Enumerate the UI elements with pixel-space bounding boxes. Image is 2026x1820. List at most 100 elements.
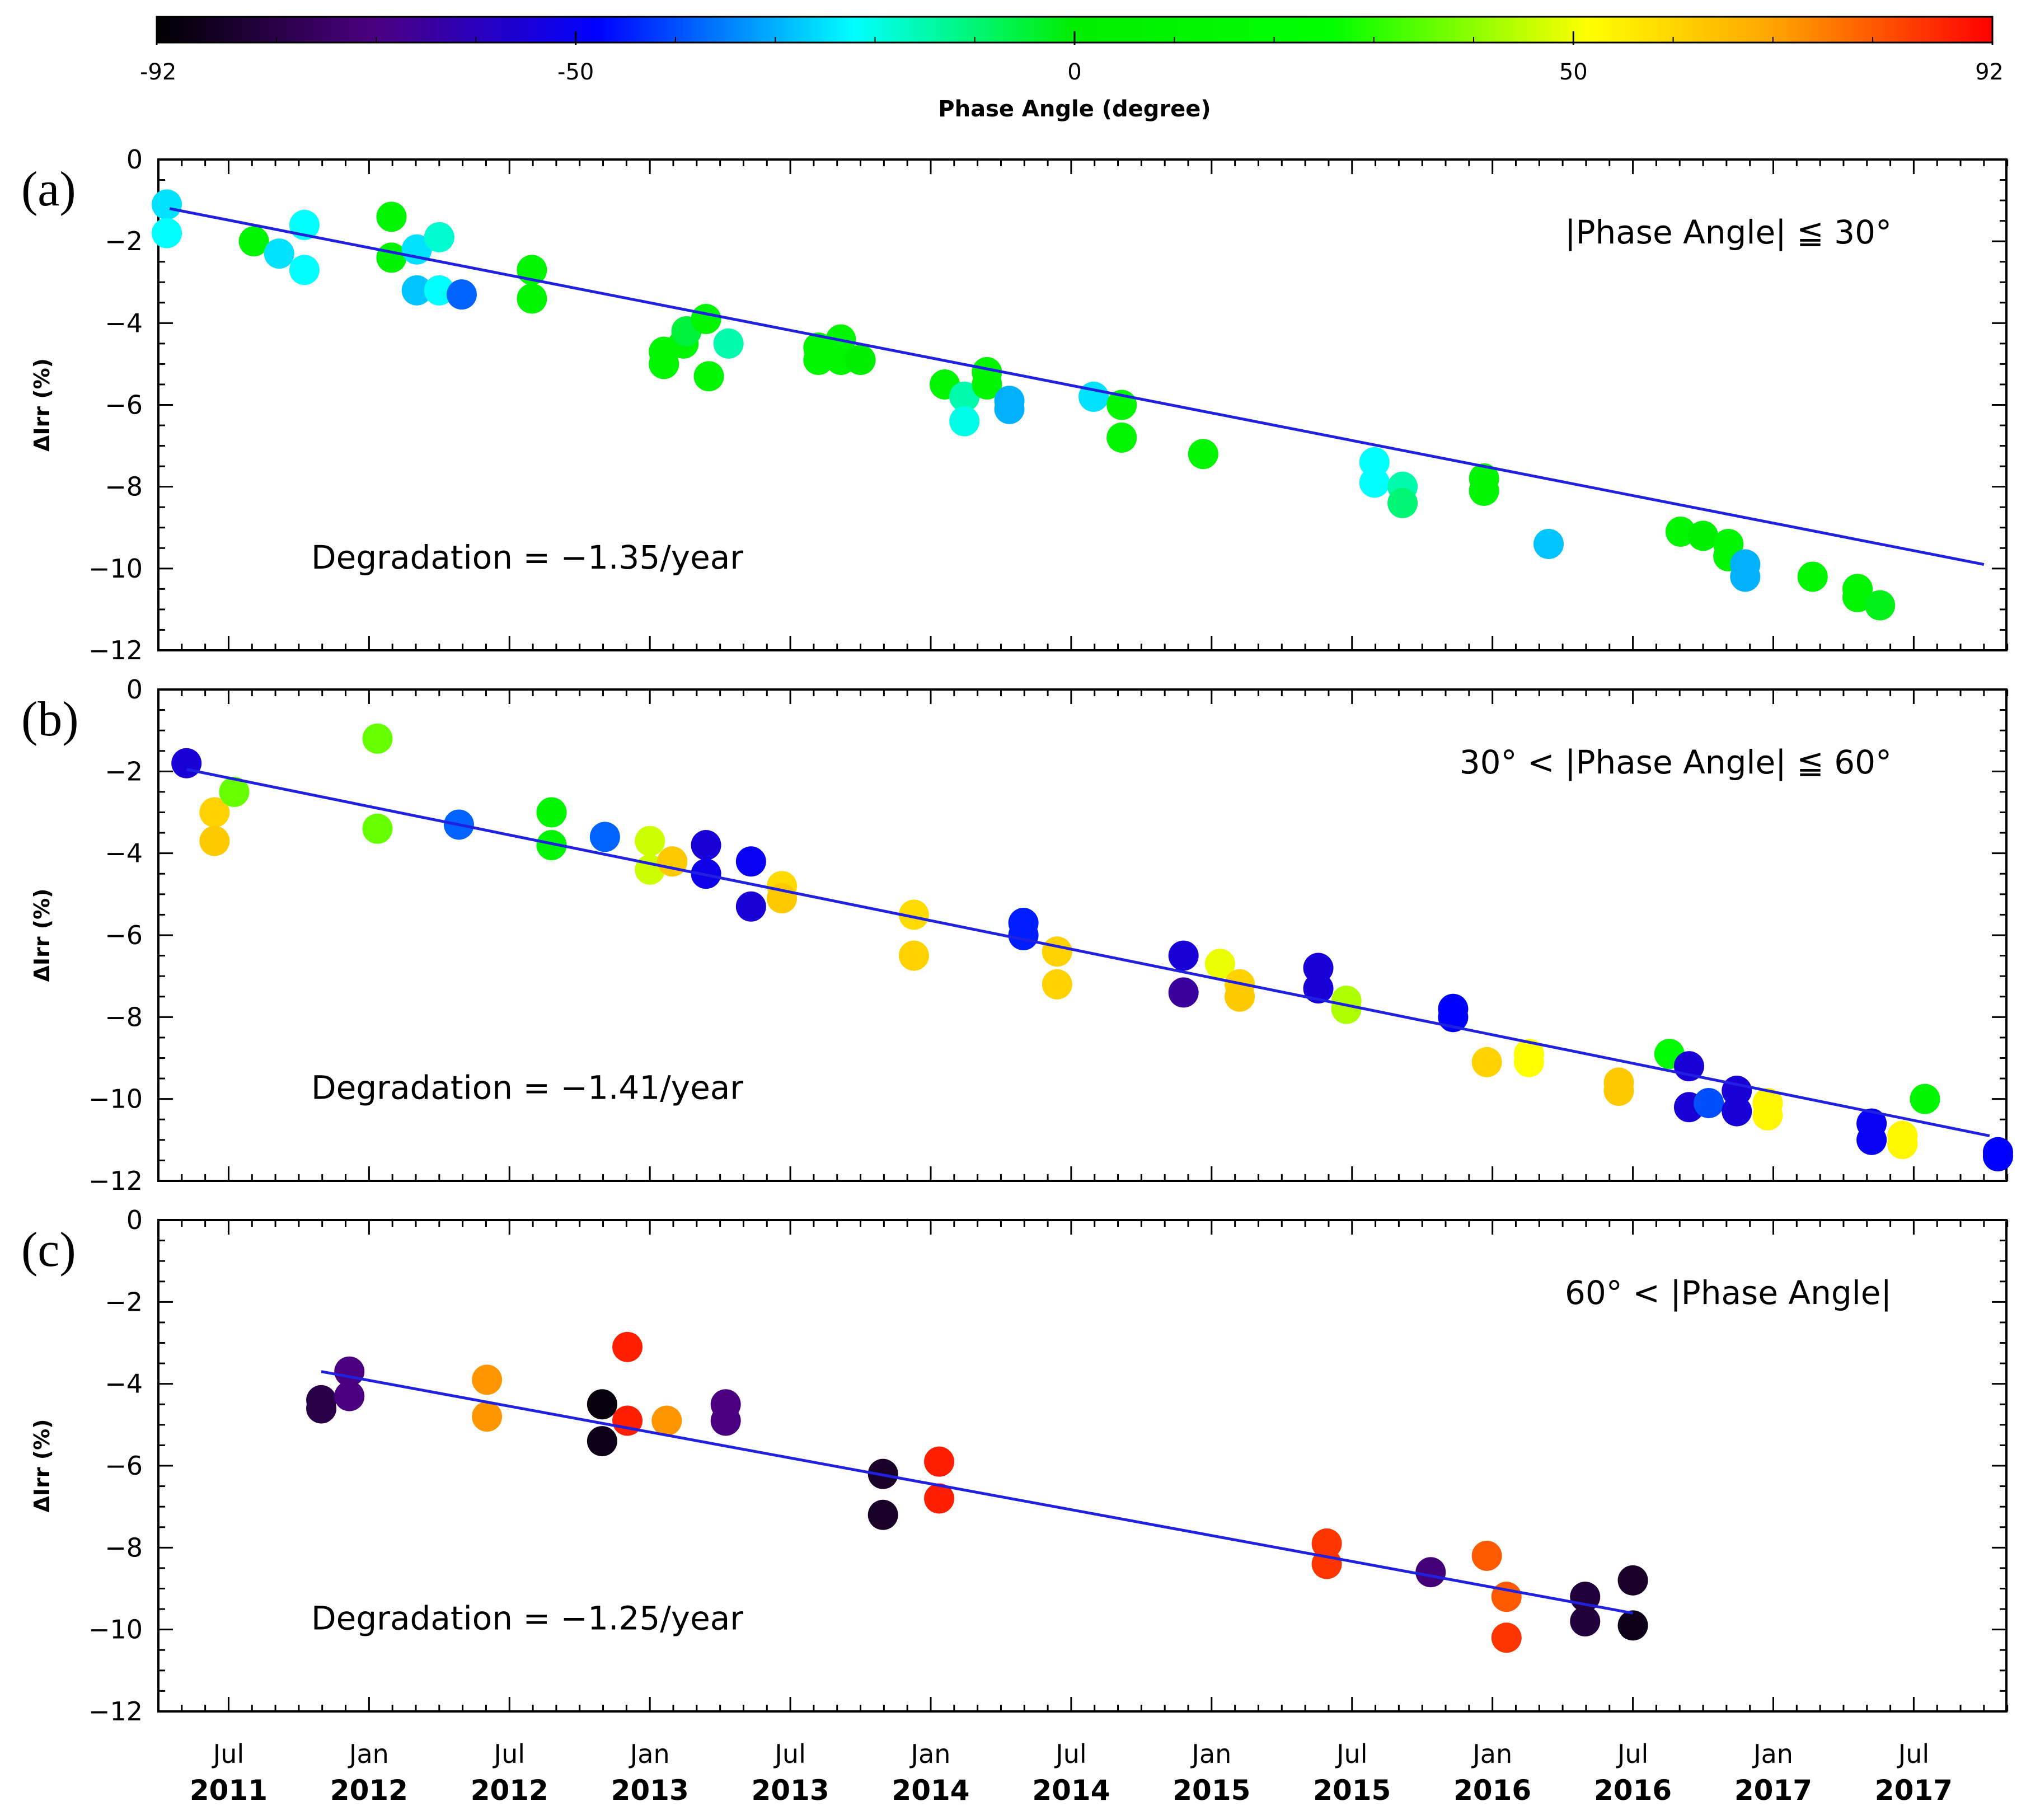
y-tick-label: −2 <box>105 1287 143 1317</box>
x-tick-label-year: 2013 <box>752 1774 829 1807</box>
x-tick-label-month: Jul <box>1616 1739 1649 1769</box>
data-point <box>424 275 454 306</box>
y-axis-label: ΔIrr (%) <box>30 358 54 452</box>
data-point <box>587 1389 617 1420</box>
x-tick-label-year: 2015 <box>1173 1774 1250 1807</box>
data-point <box>1471 1047 1502 1077</box>
data-point <box>710 1405 741 1436</box>
y-tick-label: 0 <box>126 1205 143 1235</box>
data-point <box>1887 1129 1918 1160</box>
data-point <box>401 275 432 306</box>
data-point <box>1688 520 1719 551</box>
data-point <box>1078 381 1109 412</box>
data-point <box>635 825 665 856</box>
data-point <box>199 825 230 856</box>
data-point <box>1570 1606 1601 1637</box>
colorbar-title: Phase Angle (degree) <box>938 96 1211 122</box>
data-point <box>898 940 929 971</box>
data-point <box>1008 920 1039 950</box>
data-point <box>1752 1100 1783 1131</box>
y-tick-label: −4 <box>105 838 143 869</box>
x-tick-label-month: Jan <box>629 1739 670 1769</box>
panel-c: 0 −2 −4 −6 −8 −10 −12 ΔIrr (%) (c) 60° < |Phase A… <box>21 1205 2009 1727</box>
x-tick-label-month: Jan <box>1471 1739 1512 1769</box>
y-tick-label: −12 <box>88 1696 143 1727</box>
data-point <box>472 1364 503 1395</box>
data-point <box>649 349 679 379</box>
colorbar-tick-label: 92 <box>1975 59 2004 85</box>
x-tick-label-year: 2014 <box>892 1774 969 1807</box>
y-tick-label: −10 <box>88 1084 143 1114</box>
data-point <box>152 189 182 220</box>
panel-label: (c) <box>21 1223 76 1277</box>
data-point <box>1856 1124 1887 1155</box>
x-tick-label-month: Jul <box>1335 1739 1368 1769</box>
data-point <box>376 201 407 232</box>
data-point <box>735 891 766 922</box>
data-point <box>949 406 980 437</box>
data-point <box>898 899 929 930</box>
data-point <box>517 283 547 314</box>
y-tick-label: −8 <box>105 472 143 502</box>
data-point <box>587 1426 617 1457</box>
panel-label: (a) <box>21 162 76 217</box>
data-point <box>949 381 980 412</box>
x-tick-label-month: Jan <box>909 1739 951 1769</box>
panel-b: 0 −2 −4 −6 −8 −10 −12 ΔIrr (%) (b) 30° < |Phase A… <box>21 674 2013 1196</box>
data-point <box>1168 940 1199 971</box>
phase-condition-label: 60° < |Phase Angle| <box>1565 1274 1892 1312</box>
data-point <box>1303 973 1334 1004</box>
data-point <box>713 328 744 359</box>
data-point <box>1106 422 1137 453</box>
x-tick-label-year: 2017 <box>1734 1774 1812 1807</box>
data-point <box>1722 1096 1752 1127</box>
colorbar-tick-label: -92 <box>140 59 176 85</box>
x-tick-label-year: 2013 <box>611 1774 689 1807</box>
colorbar-tick-label: -50 <box>557 59 594 85</box>
data-point <box>1471 1540 1502 1571</box>
data-point <box>1865 590 1896 621</box>
data-point <box>1617 1565 1648 1596</box>
data-point <box>1469 475 1499 506</box>
data-point <box>264 238 294 269</box>
data-point <box>1730 561 1761 592</box>
fit-line <box>186 768 1990 1137</box>
x-tick-label-year: 2012 <box>471 1774 548 1807</box>
x-tick-label-month: Jul <box>1054 1739 1087 1769</box>
data-point <box>1331 993 1362 1024</box>
fit-line <box>321 1370 1634 1615</box>
data-point <box>219 776 250 807</box>
x-tick-label-year: 2017 <box>1875 1774 1953 1807</box>
data-point <box>1603 1076 1634 1106</box>
data-point <box>1188 439 1218 470</box>
data-point <box>1982 1141 2013 1172</box>
x-tick-label-year: 2014 <box>1032 1774 1110 1807</box>
data-point <box>651 1405 682 1436</box>
data-point <box>472 1401 503 1432</box>
data-point <box>289 255 320 285</box>
colorbar-tick-label: 50 <box>1559 59 1588 85</box>
y-tick-label: 0 <box>126 674 143 705</box>
x-tick-label-year: 2016 <box>1594 1774 1672 1807</box>
data-point <box>1491 1582 1522 1612</box>
x-tick-label-month: Jan <box>348 1739 389 1769</box>
y-tick-label: −4 <box>105 1369 143 1399</box>
data-point <box>972 369 1002 400</box>
data-point <box>691 304 721 335</box>
phase-condition-label: |Phase Angle| ≦ 30° <box>1565 213 1892 251</box>
y-tick-label: −2 <box>105 226 143 256</box>
data-point <box>691 830 721 861</box>
y-tick-label: −10 <box>88 1615 143 1645</box>
data-point <box>334 1381 365 1411</box>
data-point <box>199 797 230 828</box>
data-point <box>536 830 567 861</box>
panel-a: 0 −2 −4 −6 −8 −10 −12 ΔIrr (%) (a) |Phase Angle| … <box>21 144 2009 665</box>
data-point <box>589 822 620 852</box>
panel-label: (b) <box>21 692 79 747</box>
x-tick-label-year: 2016 <box>1453 1774 1531 1807</box>
degradation-label: Degradation = −1.35/year <box>311 538 743 576</box>
data-point <box>306 1393 337 1424</box>
x-tick-label-year: 2011 <box>190 1774 268 1807</box>
y-axis-label: ΔIrr (%) <box>30 888 54 982</box>
